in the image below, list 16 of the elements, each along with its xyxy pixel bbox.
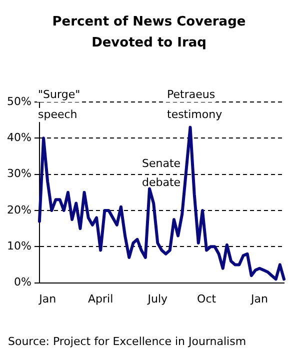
x-tick-label: Jan: [38, 292, 56, 306]
y-tick-label: 50%: [6, 94, 32, 108]
y-tick-label: 10%: [6, 240, 32, 252]
y-tick-label: 20%: [6, 203, 32, 216]
x-tick-label: April: [88, 292, 114, 306]
annotation: Petraeus testimony: [167, 88, 223, 121]
chart-title: Percent of News Coverage Devoted to Iraq: [52, 14, 246, 50]
y-tick-label: 30%: [6, 167, 32, 180]
x-tick-label: Oct: [197, 292, 217, 306]
annotation: Senate debate: [142, 156, 181, 189]
x-tick-label: Jan: [250, 292, 268, 306]
x-tick-label: July: [146, 292, 168, 306]
y-tick-label: 40%: [6, 131, 32, 144]
y-tick-label: 0%: [14, 276, 32, 289]
source-note: Source: Project for Excellence in Journalism: [8, 334, 246, 348]
annotation: "Surge" speech: [38, 88, 80, 121]
